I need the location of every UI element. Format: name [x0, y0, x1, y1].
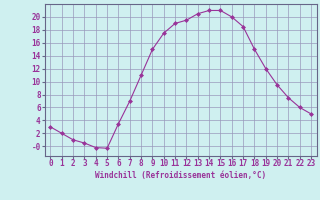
- X-axis label: Windchill (Refroidissement éolien,°C): Windchill (Refroidissement éolien,°C): [95, 171, 266, 180]
